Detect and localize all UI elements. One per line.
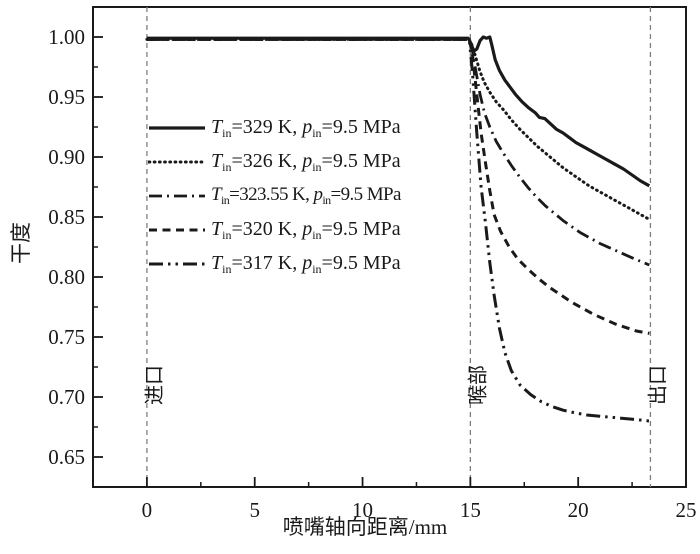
legend-item-Tin-320K: Tin=320 K, pin=9.5 MPa — [148, 213, 401, 247]
legend-line-sample-dashdotdot — [149, 262, 205, 266]
legend-line-sample-dashdot — [149, 194, 205, 198]
curve-Tin-323.55K — [146, 38, 650, 267]
y-tick-label: 0.85 — [48, 205, 85, 229]
legend-label: Tin=320 K, pin=9.5 MPa — [211, 217, 401, 242]
legend-label: Tin=323.55 K, pin=9.5 MPa — [211, 184, 401, 207]
legend-item-Tin-323.55K: Tin=323.55 K, pin=9.5 MPa — [148, 179, 401, 213]
x-axis-title: 喷嘴轴向距离/mm — [283, 515, 448, 539]
y-tick-label: 0.80 — [48, 265, 85, 289]
y-tick-label: 0.90 — [48, 145, 85, 169]
x-tick-label: 20 — [568, 498, 589, 522]
y-tick-label: 0.95 — [48, 85, 85, 109]
inlet-line-label: 进口 — [143, 365, 166, 405]
legend-label: Tin=326 K, pin=9.5 MPa — [211, 149, 401, 174]
legend-item-Tin-317K: Tin=317 K, pin=9.5 MPa — [148, 247, 401, 281]
legend-line-sample-dotted — [148, 160, 206, 164]
outlet-line-label: 出口 — [646, 365, 669, 405]
y-tick-label: 0.70 — [48, 385, 85, 409]
x-tick-label: 0 — [142, 498, 153, 522]
curve-Tin-320K — [146, 37, 650, 335]
x-tick-label: 25 — [676, 498, 697, 522]
y-tick-label: 0.65 — [48, 445, 85, 469]
y-tick-label: 0.75 — [48, 325, 85, 349]
legend: Tin=329 K, pin=9.5 MPa Tin=326 K, pin=9.5… — [148, 111, 401, 281]
legend-line-sample-solid — [149, 126, 205, 130]
curve-Tin-329K — [146, 35, 651, 188]
curve-Tin-317K — [146, 37, 650, 423]
throat-line-label: 喉部 — [466, 365, 489, 405]
legend-item-Tin-326K: Tin=326 K, pin=9.5 MPa — [148, 145, 401, 179]
legend-item-Tin-329K: Tin=329 K, pin=9.5 MPa — [148, 111, 401, 145]
legend-label: Tin=317 K, pin=9.5 MPa — [211, 251, 401, 276]
y-axis-title: 干度 — [9, 222, 33, 264]
y-tick-label: 1.00 — [48, 25, 85, 49]
x-tick-label: 10 — [352, 498, 373, 522]
legend-label: Tin=329 K, pin=9.5 MPa — [211, 115, 401, 140]
x-tick-label: 15 — [460, 498, 481, 522]
legend-line-sample-dashed — [149, 228, 205, 232]
x-tick-label: 5 — [249, 498, 260, 522]
